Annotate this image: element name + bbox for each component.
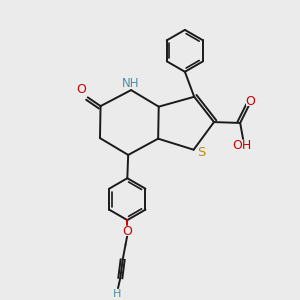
FancyBboxPatch shape [123, 227, 132, 236]
Text: S: S [198, 146, 206, 159]
Text: OH: OH [232, 139, 251, 152]
Text: H: H [113, 289, 122, 299]
Text: O: O [122, 225, 132, 238]
FancyBboxPatch shape [197, 148, 206, 157]
FancyBboxPatch shape [246, 97, 254, 106]
FancyBboxPatch shape [77, 85, 86, 94]
FancyBboxPatch shape [114, 290, 121, 298]
Text: O: O [76, 83, 86, 96]
Text: O: O [245, 95, 255, 108]
Text: NH: NH [122, 77, 140, 90]
FancyBboxPatch shape [234, 141, 250, 150]
FancyBboxPatch shape [125, 79, 137, 88]
